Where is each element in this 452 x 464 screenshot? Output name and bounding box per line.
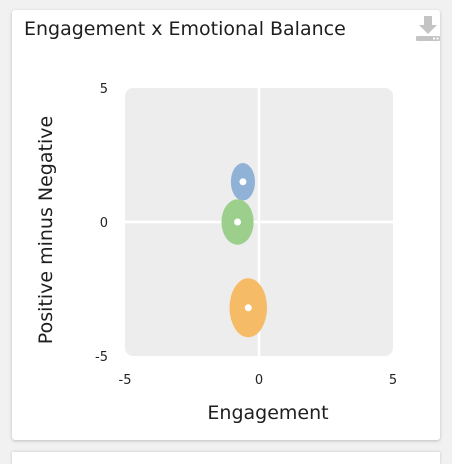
y-tick-label: 0 [100,216,108,231]
data-point-center[interactable] [244,304,252,312]
download-button[interactable] [414,12,442,42]
card-title: Engagement x Emotional Balance [24,18,346,40]
x-tick-label: 0 [255,373,263,388]
y-tick-label: 5 [100,82,108,97]
data-point-center[interactable] [234,218,242,226]
data-point-center[interactable] [239,178,247,186]
download-icon [416,16,440,41]
y-tick-label: -5 [95,350,108,365]
y-axis-label: Positive minus Negative [35,116,57,344]
x-tick-label: -5 [119,373,132,388]
x-axis-label: Engagement [207,402,328,424]
x-tick-label: 5 [389,373,397,388]
